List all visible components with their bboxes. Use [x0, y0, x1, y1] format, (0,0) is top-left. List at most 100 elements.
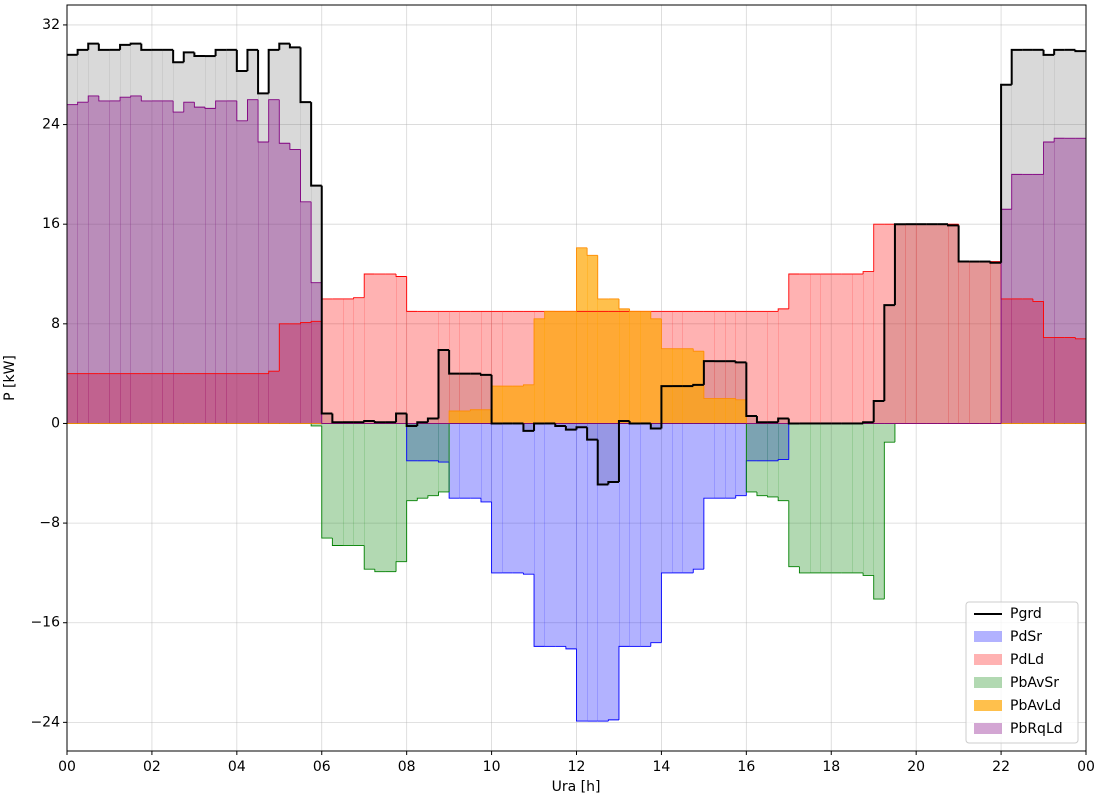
- step-line: [267, 48, 280, 94]
- step-line: [491, 501, 503, 574]
- step-area: [512, 386, 524, 424]
- step-area: [1043, 54, 1055, 424]
- step-area: [385, 274, 397, 424]
- step-area: [162, 49, 174, 424]
- step-line: [1042, 49, 1055, 56]
- step-area: [820, 423, 832, 573]
- step-line: [235, 49, 248, 73]
- lines: [67, 95, 1086, 722]
- step-area: [342, 423, 354, 546]
- step-area: [767, 423, 779, 461]
- step-line: [427, 495, 439, 499]
- step-area: [67, 104, 78, 424]
- step-area: [979, 261, 991, 424]
- step-line: [702, 360, 715, 385]
- step-area: [746, 311, 758, 424]
- step-area: [247, 99, 259, 424]
- step-area: [236, 71, 248, 424]
- step-line: [883, 441, 895, 600]
- step-area: [502, 311, 514, 424]
- step-area: [438, 423, 450, 492]
- step-area: [799, 274, 811, 424]
- step-area: [608, 423, 620, 482]
- step-area: [151, 49, 163, 424]
- step-line: [586, 427, 598, 441]
- step-area: [279, 323, 291, 424]
- step-area: [990, 261, 1002, 424]
- legend-label: PdLd: [1010, 652, 1044, 668]
- step-area: [342, 298, 354, 424]
- step-area: [311, 423, 323, 426]
- step-line: [617, 419, 630, 482]
- step-area: [788, 274, 800, 424]
- step-area: [937, 224, 949, 424]
- step-area: [714, 398, 726, 424]
- step-line: [310, 102, 322, 187]
- step-area: [725, 361, 737, 424]
- step-area: [703, 311, 715, 424]
- step-line: [426, 417, 439, 423]
- step-area: [109, 100, 121, 424]
- step-area: [88, 95, 100, 424]
- step-area: [756, 423, 768, 461]
- step-area: [77, 102, 89, 424]
- step-area: [725, 311, 737, 424]
- step-area: [916, 224, 928, 424]
- step-area: [576, 423, 588, 428]
- step-line: [300, 322, 312, 324]
- step-area: [300, 102, 312, 424]
- step-area: [332, 423, 344, 546]
- step-area: [385, 423, 397, 572]
- step-area: [969, 261, 981, 424]
- step-line: [310, 201, 322, 284]
- fills: [67, 43, 1087, 722]
- step-line: [214, 48, 227, 57]
- step-area: [894, 224, 906, 424]
- step-line: [1074, 337, 1086, 340]
- step-line: [140, 95, 152, 102]
- step-area: [1064, 138, 1076, 424]
- step-line: [735, 398, 747, 401]
- step-area: [226, 100, 238, 424]
- step-area: [502, 423, 514, 573]
- step-line: [246, 99, 259, 121]
- step-line: [288, 43, 301, 49]
- step-line: [957, 225, 970, 263]
- step-area: [1022, 49, 1034, 424]
- step-line: [628, 420, 641, 425]
- x-tick-label: 16: [737, 759, 755, 775]
- step-area: [427, 311, 439, 424]
- step-line: [310, 320, 322, 323]
- step-area: [714, 423, 726, 499]
- step-area: [523, 423, 535, 575]
- step-line: [533, 422, 545, 431]
- step-area: [746, 415, 758, 424]
- step-area: [88, 373, 100, 424]
- step-area: [1064, 337, 1076, 424]
- step-line: [788, 500, 800, 568]
- step-area: [884, 224, 896, 424]
- step-line: [597, 255, 609, 300]
- step-line: [734, 361, 747, 364]
- step-area: [565, 423, 577, 430]
- x-tick-label: 02: [143, 759, 161, 775]
- step-area: [884, 305, 896, 424]
- step-area: [289, 323, 301, 424]
- y-tick-label: −8: [39, 515, 60, 531]
- step-area: [1032, 49, 1044, 424]
- legend-swatch: [974, 677, 1002, 688]
- legend-label: PbAvSr: [1010, 675, 1059, 691]
- step-line: [87, 95, 99, 103]
- step-area: [767, 311, 779, 424]
- step-area: [258, 93, 269, 424]
- step-area: [183, 373, 195, 424]
- step-area: [311, 321, 323, 424]
- x-tick-label: 00: [58, 759, 76, 775]
- step-area: [767, 423, 779, 497]
- step-area: [640, 311, 652, 424]
- step-area: [565, 311, 577, 424]
- step-line: [1011, 173, 1023, 210]
- step-line: [756, 491, 768, 497]
- step-line: [692, 383, 704, 387]
